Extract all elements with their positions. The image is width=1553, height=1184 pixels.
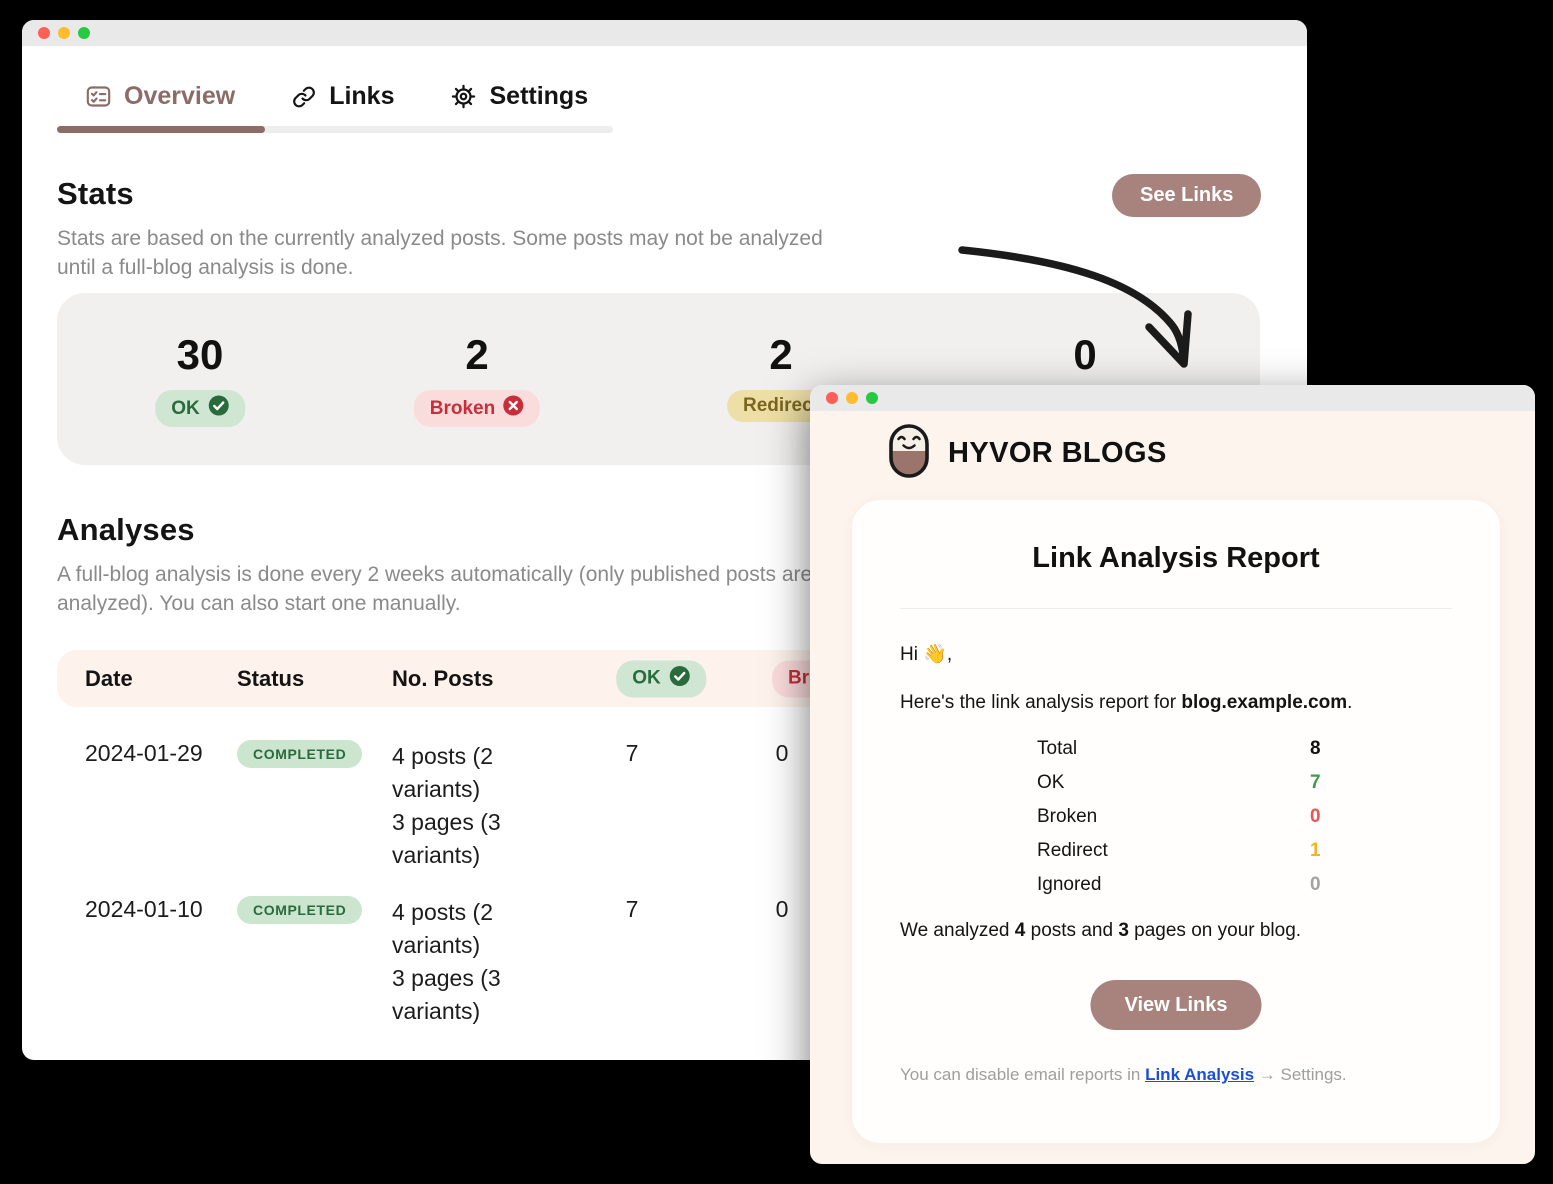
analyses-heading: Analyses	[57, 512, 195, 547]
summary-posts-count: 4	[1014, 920, 1026, 941]
email-intro-prefix: Here's the link analysis report for	[900, 692, 1182, 713]
stats-heading: Stats	[57, 176, 134, 211]
email-stat-label: Total	[1037, 738, 1078, 759]
row-broken-count: 0	[775, 740, 789, 766]
link-icon	[291, 84, 317, 110]
email-greeting: Hi 👋,	[900, 644, 953, 665]
column-header-status: Status	[237, 665, 305, 691]
email-intro: Here's the link analysis report for blog…	[900, 692, 1352, 714]
tab-overview-label: Overview	[124, 82, 236, 110]
minimize-traffic-light[interactable]	[58, 27, 70, 39]
tab-overview[interactable]: Overview	[85, 82, 235, 111]
view-links-button[interactable]: View Links	[1090, 980, 1262, 1030]
window-titlebar	[810, 385, 1535, 411]
close-traffic-light[interactable]	[826, 392, 838, 404]
stat-ok: 30 OK	[155, 331, 245, 428]
link-analysis-link[interactable]: Link Analysis	[1145, 1065, 1255, 1084]
row-posts: 4 posts (2 variants) 3 pages (3 variants…	[392, 740, 534, 872]
row-date: 2024-01-10	[85, 896, 203, 922]
see-links-button[interactable]: See Links	[1112, 174, 1262, 217]
brand-name: HYVOR BLOGS	[948, 437, 1167, 469]
email-stat-value: 0	[1310, 874, 1321, 895]
minimize-traffic-light[interactable]	[846, 392, 858, 404]
tab-bar: Overview Links Settings	[85, 82, 588, 111]
footer-prefix: You can disable email reports in	[900, 1065, 1146, 1084]
status-badge: COMPLETED	[237, 896, 363, 924]
row-posts-line1: 4 posts (2 variants)	[392, 743, 493, 802]
stat-ignored: 0	[1073, 331, 1096, 379]
email-intro-suffix: .	[1347, 692, 1353, 713]
maximize-traffic-light[interactable]	[866, 392, 878, 404]
x-circle-icon	[503, 395, 524, 422]
stat-ok-badge: OK	[155, 390, 245, 428]
status-badge: COMPLETED	[237, 740, 363, 768]
email-stat-value: 1	[1310, 840, 1321, 861]
check-circle-icon	[669, 665, 690, 692]
window-titlebar	[22, 20, 1307, 46]
column-header-posts: No. Posts	[392, 665, 494, 691]
tab-settings-label: Settings	[489, 82, 589, 110]
analyses-description: A full-blog analysis is done every 2 wee…	[57, 563, 813, 615]
column-header-ok-label: OK	[632, 667, 661, 689]
row-posts: 4 posts (2 variants) 3 pages (3 variants…	[392, 896, 534, 1028]
email-stat-label: Broken	[1037, 806, 1098, 827]
email-stat-value: 8	[1310, 738, 1321, 759]
tab-underline-track	[57, 126, 613, 133]
stat-ok-value: 30	[176, 331, 224, 378]
email-stat-label: Redirect	[1037, 840, 1108, 861]
stats-description: Stats are based on the currently analyze…	[57, 227, 823, 279]
email-report-title: Link Analysis Report	[1032, 542, 1320, 574]
analysis-row[interactable]: 2024-01-29 COMPLETED 4 posts (2 variants…	[57, 732, 1260, 882]
row-ok-count: 7	[625, 740, 639, 766]
row-posts-line1: 4 posts (2 variants)	[392, 899, 493, 958]
row-posts-line2: 3 pages (3 variants)	[392, 965, 501, 1024]
gear-icon	[450, 83, 477, 110]
maximize-traffic-light[interactable]	[78, 27, 90, 39]
email-window: HYVOR BLOGS Link Analysis Report Hi 👋, H…	[810, 385, 1535, 1164]
column-header-ok-badge: OK	[616, 660, 706, 697]
email-intro-domain: blog.example.com	[1181, 692, 1348, 713]
email-stat-value: 7	[1310, 772, 1321, 793]
email-summary: We analyzed 4 posts and 3 pages on your …	[900, 920, 1301, 942]
stat-broken-badge-label: Broken	[429, 397, 496, 419]
stat-redirect-badge-label: Redirect	[742, 395, 820, 417]
column-header-date: Date	[85, 665, 133, 691]
row-broken-count: 0	[775, 896, 789, 922]
row-posts-line2: 3 pages (3 variants)	[392, 809, 501, 868]
tab-links[interactable]: Links	[291, 82, 394, 111]
brand-header: HYVOR BLOGS	[888, 423, 1167, 484]
row-date: 2024-01-29	[85, 740, 203, 766]
email-footer: You can disable email reports in Link An…	[900, 1065, 1347, 1085]
summary-suffix: pages on your blog.	[1128, 920, 1302, 941]
analysis-row[interactable]: 2024-01-10 COMPLETED 4 posts (2 variants…	[57, 888, 1260, 1038]
stat-ok-badge-label: OK	[171, 397, 200, 419]
email-stat-value: 0	[1310, 806, 1321, 827]
stat-redirect-value: 2	[769, 331, 793, 378]
close-traffic-light[interactable]	[38, 27, 50, 39]
stat-broken: 2 Broken	[413, 331, 541, 428]
summary-mid: posts and	[1025, 920, 1119, 941]
divider	[900, 608, 1452, 609]
stat-broken-value: 2	[465, 331, 489, 378]
stat-broken-badge: Broken	[413, 390, 541, 428]
checklist-icon	[85, 83, 112, 110]
email-stat-label: OK	[1037, 772, 1065, 793]
check-circle-icon	[208, 395, 229, 422]
summary-prefix: We analyzed	[900, 920, 1015, 941]
tab-settings[interactable]: Settings	[450, 82, 588, 111]
email-card: Link Analysis Report Hi 👋, Here's the li…	[852, 500, 1500, 1143]
tab-underline-active	[57, 126, 265, 133]
email-stat-label: Ignored	[1037, 874, 1102, 895]
tab-links-label: Links	[329, 82, 395, 110]
summary-pages-count: 3	[1118, 920, 1129, 941]
hyvor-capsule-logo-icon	[888, 423, 930, 484]
stat-ignored-value: 0	[1073, 331, 1097, 378]
row-ok-count: 7	[625, 896, 639, 922]
footer-suffix: → Settings.	[1254, 1065, 1347, 1084]
